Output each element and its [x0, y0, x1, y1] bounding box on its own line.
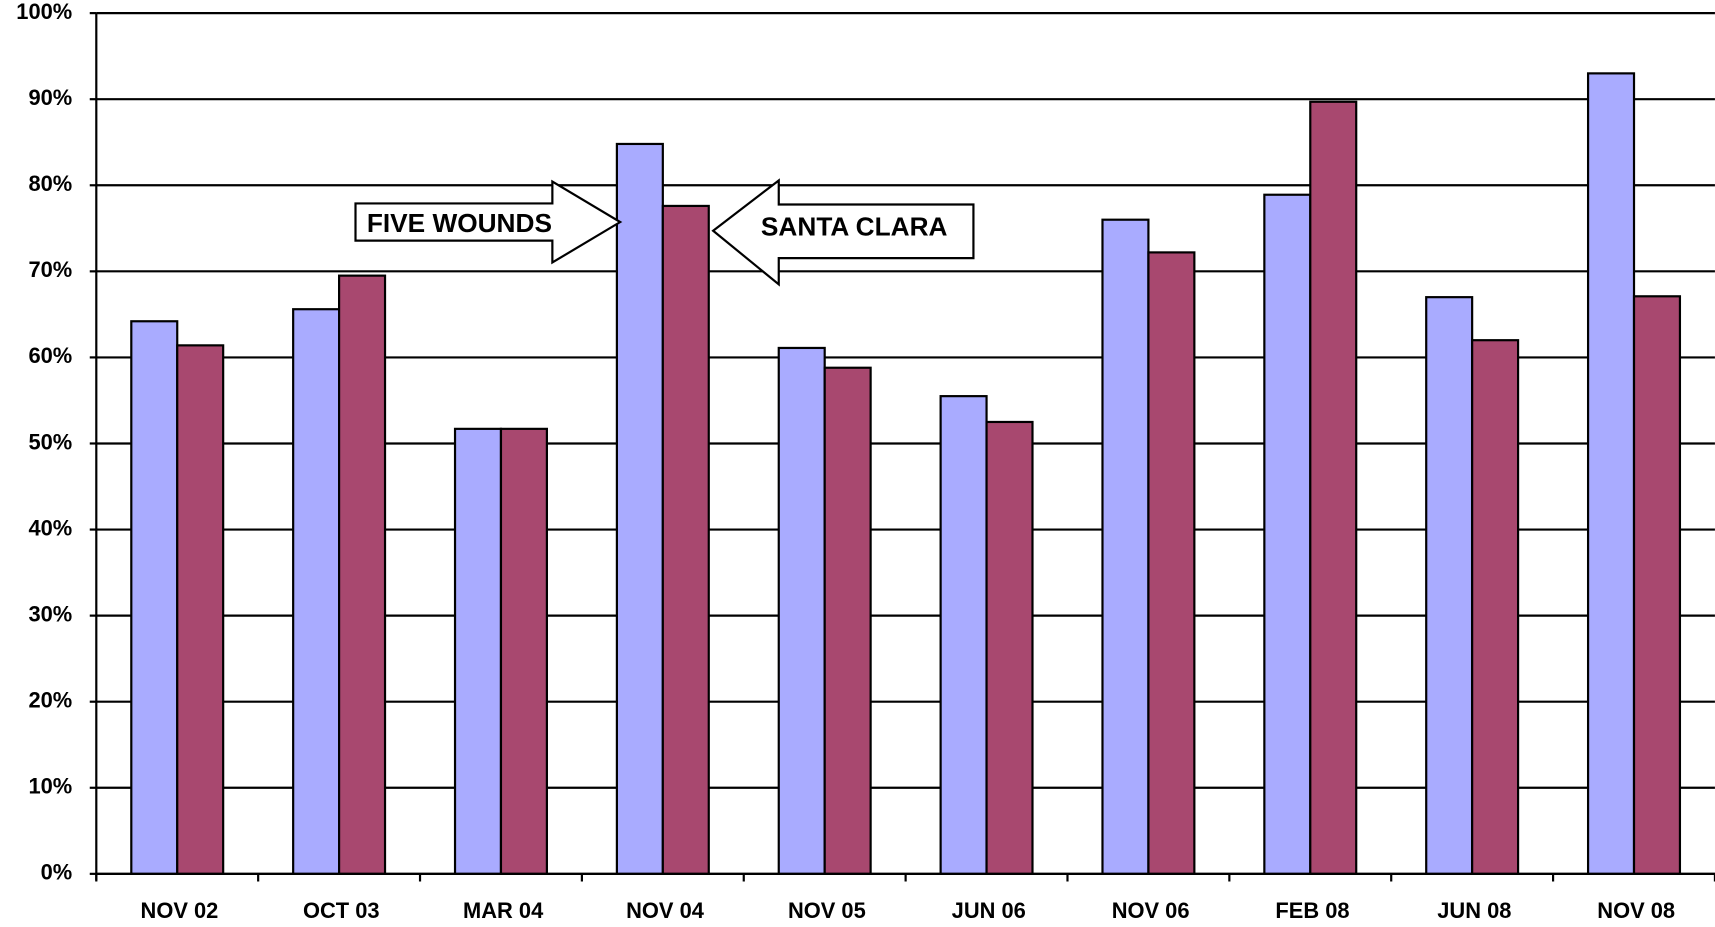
bar — [176, 344, 225, 875]
y-tick-label: 20% — [28, 687, 72, 712]
bar — [985, 420, 1034, 875]
y-tick-label: 0% — [41, 860, 73, 885]
y-tick-label: 50% — [28, 429, 72, 454]
bar — [453, 427, 503, 875]
bar — [615, 142, 664, 875]
bar — [661, 204, 710, 875]
bar — [130, 320, 179, 875]
y-tick-label: 100% — [16, 0, 72, 24]
x-tick-label: NOV 05 — [788, 898, 866, 923]
bar — [1101, 218, 1150, 875]
bar — [1263, 193, 1312, 875]
y-tick-label: 80% — [28, 171, 72, 196]
x-tick-label: NOV 06 — [1112, 898, 1190, 923]
bar — [1632, 295, 1682, 875]
x-tick-label: FEB 08 — [1275, 898, 1349, 923]
bar — [499, 427, 548, 875]
x-tick-label: OCT 03 — [303, 898, 380, 923]
arrow-label: FIVE WOUNDS — [367, 208, 552, 238]
bar — [939, 395, 988, 875]
annotation-five-wounds: FIVE WOUNDS — [354, 179, 623, 265]
arrow — [711, 178, 975, 287]
bar — [1147, 251, 1196, 875]
bar — [338, 274, 387, 875]
bar — [292, 308, 341, 875]
arrow-label: SANTA CLARA — [761, 212, 948, 242]
x-tick-label: NOV 08 — [1597, 898, 1675, 923]
x-tick-label: NOV 04 — [626, 898, 705, 923]
arrow — [354, 179, 623, 265]
bar — [1425, 296, 1474, 875]
x-tick-label: JUN 08 — [1437, 898, 1511, 923]
y-tick-label: 40% — [28, 515, 72, 540]
y-tick-label: 70% — [28, 257, 72, 282]
bar — [1586, 72, 1636, 875]
annotation-santa-clara: SANTA CLARA — [711, 178, 975, 287]
bar — [1309, 100, 1358, 875]
y-tick-label: 90% — [28, 85, 72, 110]
y-tick-label: 60% — [28, 343, 72, 368]
bar — [823, 366, 872, 875]
bar — [777, 346, 826, 875]
x-tick-label: MAR 04 — [463, 898, 544, 923]
x-tick-label: JUN 06 — [952, 898, 1026, 923]
bar — [1471, 339, 1520, 875]
x-tick-label: NOV 02 — [141, 898, 219, 923]
y-tick-label: 30% — [28, 601, 72, 626]
y-tick-label: 10% — [28, 774, 72, 799]
